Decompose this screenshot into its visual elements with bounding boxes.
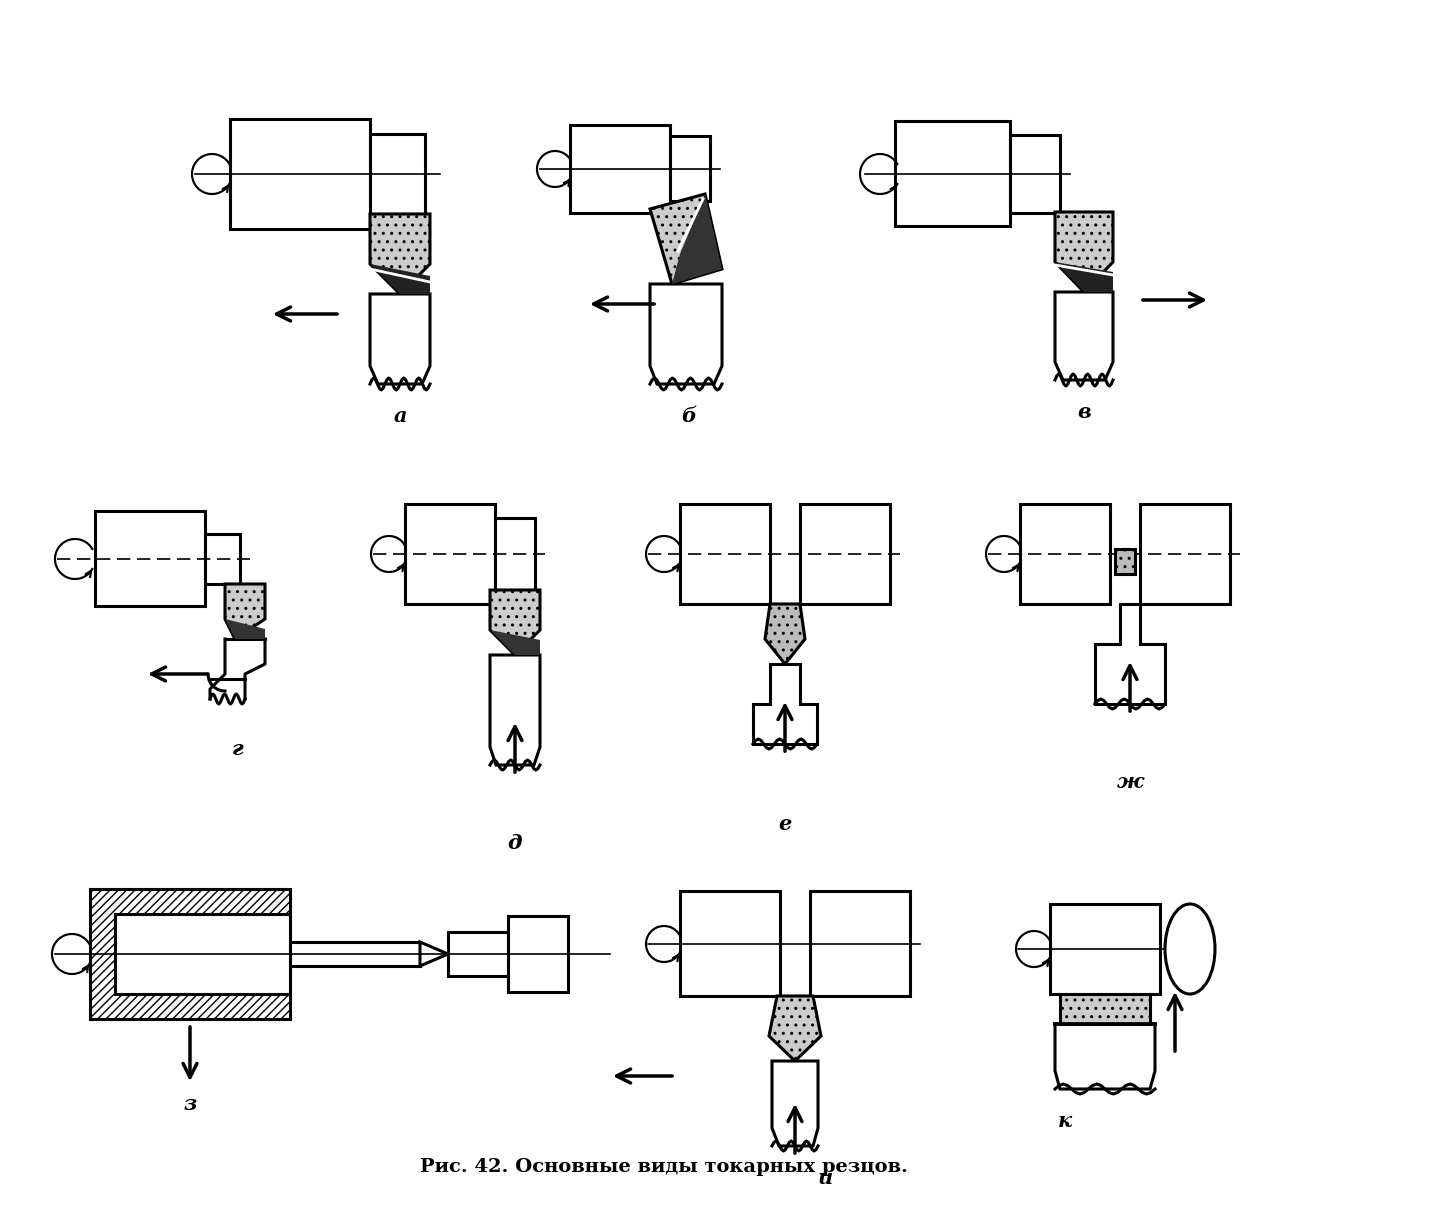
Polygon shape <box>1096 603 1165 704</box>
Polygon shape <box>681 504 770 603</box>
Polygon shape <box>1055 211 1113 293</box>
Polygon shape <box>115 914 290 994</box>
Polygon shape <box>672 194 722 284</box>
Polygon shape <box>95 511 205 606</box>
Polygon shape <box>419 941 448 966</box>
Polygon shape <box>895 120 1010 226</box>
Text: г: г <box>233 739 244 760</box>
Text: д: д <box>508 833 523 853</box>
Polygon shape <box>651 194 722 284</box>
Polygon shape <box>448 932 508 976</box>
Polygon shape <box>1140 504 1231 603</box>
Text: е: е <box>778 814 791 834</box>
Text: к: к <box>1058 1111 1073 1131</box>
Polygon shape <box>1060 994 1150 1024</box>
Polygon shape <box>1010 135 1060 213</box>
Polygon shape <box>1114 549 1134 574</box>
Polygon shape <box>290 941 419 966</box>
Polygon shape <box>490 630 540 655</box>
Polygon shape <box>773 1061 819 1145</box>
Polygon shape <box>405 504 495 603</box>
Text: з: з <box>184 1094 197 1113</box>
Polygon shape <box>671 136 709 202</box>
Polygon shape <box>370 134 425 214</box>
Polygon shape <box>205 533 240 584</box>
Polygon shape <box>810 891 910 995</box>
Polygon shape <box>1055 262 1113 293</box>
Polygon shape <box>90 889 290 1019</box>
Polygon shape <box>225 584 266 639</box>
Polygon shape <box>1055 293 1113 380</box>
Ellipse shape <box>1165 905 1215 994</box>
Polygon shape <box>1055 1024 1155 1089</box>
Polygon shape <box>752 664 817 744</box>
Polygon shape <box>370 294 429 383</box>
Polygon shape <box>508 916 569 992</box>
Polygon shape <box>800 504 890 603</box>
Polygon shape <box>1020 504 1110 603</box>
Polygon shape <box>651 284 722 383</box>
Text: ж: ж <box>1116 772 1143 791</box>
Polygon shape <box>765 603 806 664</box>
Polygon shape <box>770 995 821 1061</box>
Polygon shape <box>681 891 780 995</box>
Polygon shape <box>490 655 540 764</box>
Polygon shape <box>370 264 429 294</box>
Text: а: а <box>393 406 406 426</box>
Polygon shape <box>570 125 671 213</box>
Text: Рис. 42. Основные виды токарных резцов.: Рис. 42. Основные виды токарных резцов. <box>419 1158 908 1176</box>
Polygon shape <box>230 119 370 229</box>
Polygon shape <box>1050 905 1160 994</box>
Text: в: в <box>1077 402 1091 422</box>
Polygon shape <box>495 517 536 590</box>
Text: б: б <box>682 406 696 426</box>
Text: и: и <box>817 1168 833 1188</box>
Polygon shape <box>225 619 266 639</box>
Polygon shape <box>370 214 429 294</box>
Polygon shape <box>490 590 540 655</box>
